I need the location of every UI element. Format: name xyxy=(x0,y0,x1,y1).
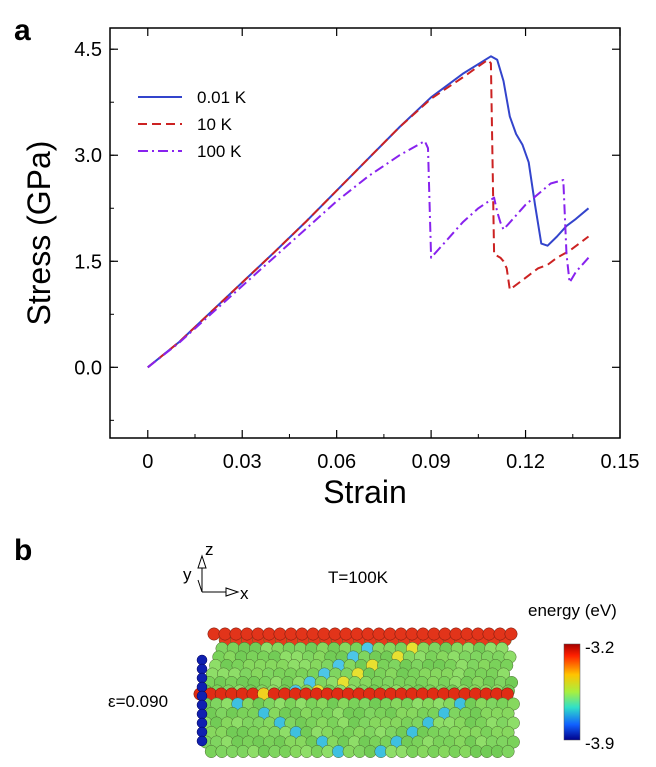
strain-label: ε=0.090 xyxy=(108,692,168,711)
atom xyxy=(196,717,208,729)
atom xyxy=(306,627,320,641)
colorbar-max-label: -3.2 xyxy=(585,638,614,657)
x-axis-title: Strain xyxy=(323,474,407,510)
series-layer xyxy=(147,55,590,369)
axis-x-label: x xyxy=(240,584,249,603)
atom xyxy=(438,627,452,641)
panel-b-label: b xyxy=(14,534,32,567)
y-axis-title: Stress (GPa) xyxy=(21,141,57,326)
atom xyxy=(482,627,496,641)
atom xyxy=(196,699,208,711)
atomistic-snapshot xyxy=(193,627,520,758)
x-tick-label: 0.09 xyxy=(412,451,451,473)
axis-y-label: y xyxy=(183,565,192,584)
atom xyxy=(196,654,208,666)
atom xyxy=(196,663,208,675)
x-tick-label: 0.03 xyxy=(223,451,262,473)
atom xyxy=(317,627,331,641)
atom xyxy=(416,627,430,641)
atom xyxy=(372,627,386,641)
atom xyxy=(460,627,474,641)
series-line-2 xyxy=(147,140,590,369)
atom xyxy=(207,627,221,641)
atom xyxy=(449,627,463,641)
atom xyxy=(196,708,208,720)
atom xyxy=(504,627,518,641)
panel-b: z y x T=100K ε=0.090 energy (eV) -3.2 -3… xyxy=(108,540,617,758)
atom xyxy=(196,735,208,747)
atom xyxy=(383,627,397,641)
temperature-label: T=100K xyxy=(328,568,389,587)
colorbar xyxy=(563,643,581,741)
atom xyxy=(196,726,208,738)
atom xyxy=(427,627,441,641)
atom xyxy=(196,681,208,693)
colorbar-min-label: -3.9 xyxy=(585,734,614,753)
x-axis-ticks: 0 0.03 0.06 0.09 0.12 0.15 xyxy=(142,28,639,473)
x-tick-label: 0.06 xyxy=(317,451,356,473)
y-tick-label: 1.5 xyxy=(74,251,102,273)
plot-frame xyxy=(109,27,621,439)
atom xyxy=(273,627,287,641)
atom xyxy=(405,627,419,641)
x-tick-label: 0 xyxy=(142,451,153,473)
y-axis-ticks: 0.0 1.5 3.0 4.5 xyxy=(74,39,620,421)
atom xyxy=(350,627,364,641)
atom xyxy=(196,690,208,702)
atom xyxy=(493,627,507,641)
x-tick-label: 0.15 xyxy=(601,451,640,473)
y-tick-label: 4.5 xyxy=(74,39,102,61)
colorbar-title: energy (eV) xyxy=(528,601,617,620)
atom xyxy=(262,627,276,641)
atom xyxy=(218,627,232,641)
coordinate-axes-icon xyxy=(197,554,240,597)
x-tick-label: 0.12 xyxy=(506,451,545,473)
legend-label: 10 K xyxy=(197,115,233,134)
legend-label: 100 K xyxy=(197,142,242,161)
atom xyxy=(251,627,265,641)
atom xyxy=(240,627,254,641)
axis-z-label: z xyxy=(205,540,214,559)
legend: 0.01 K 10 K 100 K xyxy=(138,88,247,161)
atom xyxy=(501,745,515,758)
atom xyxy=(229,627,243,641)
atom xyxy=(339,627,353,641)
stress-strain-chart: 0 0.03 0.06 0.09 0.12 0.15 0.0 1.5 3.0 4.5 Strai… xyxy=(21,27,639,510)
atom xyxy=(284,627,298,641)
panel-a-label: a xyxy=(14,14,31,47)
atom xyxy=(196,672,208,684)
y-tick-label: 0.0 xyxy=(74,357,102,379)
y-tick-label: 3.0 xyxy=(74,145,102,167)
atom xyxy=(328,627,342,641)
atom xyxy=(394,627,408,641)
atom xyxy=(295,627,309,641)
legend-label: 0.01 K xyxy=(197,88,247,107)
atom xyxy=(471,627,485,641)
atom xyxy=(361,627,375,641)
